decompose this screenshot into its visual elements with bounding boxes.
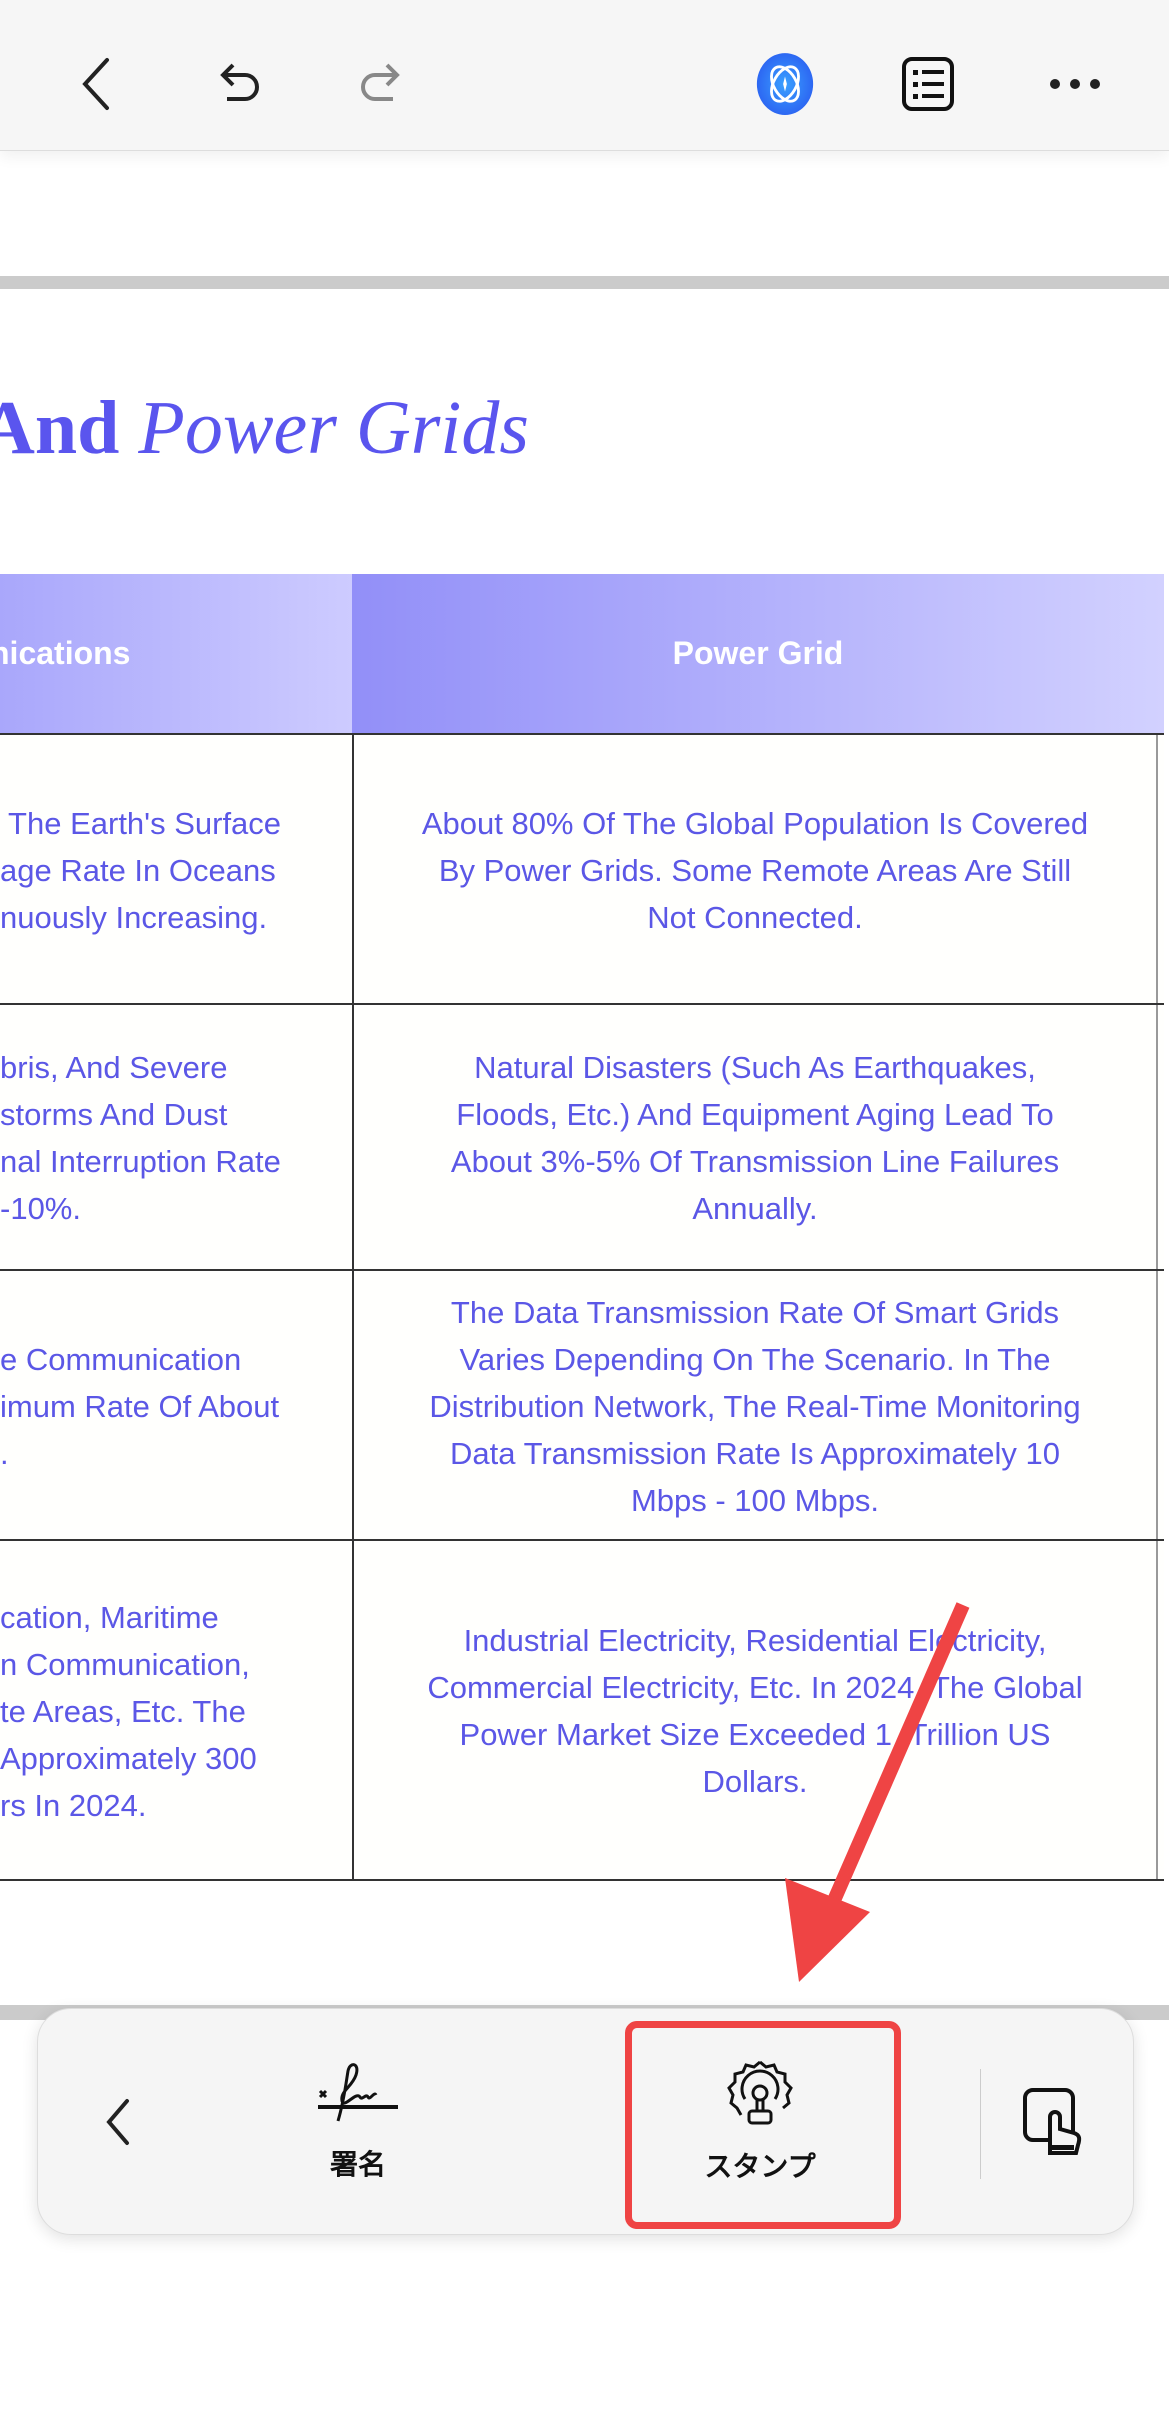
- cell-line: .: [0, 1435, 9, 1471]
- signature-label: 署名: [329, 2148, 386, 2180]
- table-header-communications: nications: [0, 574, 352, 733]
- header-label: Power Grid: [672, 635, 844, 671]
- cell-line: Approximately 300: [0, 1740, 257, 1776]
- stamp-highlight-box: [625, 2021, 901, 2229]
- ai-assistant-button[interactable]: [755, 53, 815, 115]
- redo-icon: [361, 63, 400, 101]
- more-button[interactable]: [1045, 54, 1105, 114]
- select-mode-button[interactable]: [998, 2009, 1108, 2234]
- signature-icon: [318, 2062, 398, 2121]
- cell-line: Industrial Electricity, Residential Elec…: [463, 1623, 1047, 1658]
- cell-line: Mbps - 100 Mbps.: [630, 1482, 880, 1518]
- cell-line: storms And Dust: [0, 1097, 228, 1132]
- tap-select-icon: [1023, 2087, 1082, 2155]
- undo-button[interactable]: [208, 54, 268, 114]
- cell-line: te Areas, Etc. The: [0, 1693, 246, 1729]
- cell-line: About 3%-5% Of Transmission Line Failure…: [450, 1144, 1060, 1179]
- more-icon: [1050, 79, 1100, 89]
- table-cell-left: The Earth's Surface age Rate In Oceans nuo…: [0, 735, 350, 1005]
- title-bold: And: [0, 386, 120, 470]
- stamp-label: スタンプ: [704, 2150, 816, 2182]
- cell-line: age Rate In Oceans: [0, 852, 276, 888]
- cell-line: Commercial Electricity, Etc. In 2024, Th…: [427, 1670, 1083, 1705]
- table-row: bris, And Severe storms And Dust nal Inter…: [0, 1003, 1164, 1271]
- table-cell-left: cation, Maritime n Communication, te Areas…: [0, 1541, 350, 1881]
- title-italic: Power Grids: [138, 386, 529, 470]
- chevron-left-icon: [106, 2098, 129, 2145]
- cell-line: Dollars.: [702, 1764, 808, 1799]
- comparison-table: nications Power Grid The Earth's Surface…: [0, 574, 1164, 1881]
- page-title: And Power Grids: [0, 385, 529, 472]
- cell-line: imum Rate Of About: [0, 1388, 280, 1424]
- cell-line: e Communication: [0, 1341, 242, 1377]
- cell-line: The Earth's Surface: [0, 805, 282, 841]
- table-cell-right: About 80% Of The Global Population Is Co…: [352, 735, 1158, 1005]
- page-separator: [0, 276, 1169, 289]
- collapse-button[interactable]: [78, 2009, 158, 2234]
- cell-line: The Data Transmission Rate Of Smart Grid…: [450, 1294, 1060, 1330]
- signature-button[interactable]: 署名: [278, 2009, 438, 2234]
- cell-line: Not Connected.: [647, 899, 863, 935]
- table-cell-left: bris, And Severe storms And Dust nal Inter…: [0, 1005, 350, 1271]
- back-button[interactable]: [67, 54, 127, 114]
- cell-line: bris, And Severe: [0, 1050, 228, 1085]
- cell-line: nal Interruption Rate: [0, 1144, 281, 1179]
- cell-line: nuously Increasing.: [0, 899, 268, 935]
- cell-line: By Power Grids. Some Remote Areas Are St…: [438, 852, 1072, 888]
- cell-line: Floods, Etc.) And Equipment Aging Lead T…: [456, 1097, 1054, 1132]
- cell-line: Natural Disasters (Such As Earthquakes,: [474, 1050, 1036, 1085]
- outline-list-icon: [902, 57, 954, 111]
- redo-button[interactable]: [352, 54, 412, 114]
- ai-assistant-icon: [756, 53, 814, 115]
- outline-button[interactable]: [898, 54, 958, 114]
- table-cell-right: Industrial Electricity, Residential Elec…: [352, 1541, 1158, 1881]
- table-header-power-grid: Power Grid: [352, 574, 1164, 733]
- cell-line: Distribution Network, The Real-Time Moni…: [429, 1388, 1081, 1424]
- cell-line: Annually.: [692, 1191, 818, 1226]
- cell-line: n Communication,: [0, 1646, 250, 1682]
- stamp-button[interactable]: スタンプ: [626, 2009, 894, 2234]
- back-icon: [82, 58, 109, 110]
- cell-line: Varies Depending On The Scenario. In The: [459, 1341, 1051, 1377]
- cell-line: Power Market Size Exceeded 1 Trillion US: [459, 1717, 1051, 1752]
- header-label: nications: [0, 635, 131, 671]
- cell-line: -10%.: [0, 1191, 81, 1226]
- top-toolbar: [0, 0, 1169, 151]
- table-row: cation, Maritime n Communication, te Areas…: [0, 1539, 1164, 1881]
- table-cell-right: Natural Disasters (Such As Earthquakes, F…: [352, 1005, 1158, 1271]
- toolbar-divider: [980, 2069, 981, 2179]
- stamp-icon: [727, 2060, 793, 2124]
- table-cell-left: e Communication imum Rate Of About.: [0, 1271, 350, 1541]
- cell-line: About 80% Of The Global Population Is Co…: [421, 805, 1089, 841]
- cell-line: Data Transmission Rate Is Approximately …: [450, 1435, 1060, 1471]
- cell-line: rs In 2024.: [0, 1787, 147, 1823]
- undo-icon: [220, 63, 259, 101]
- table-bottom-border: [0, 1879, 1164, 1881]
- table-row: The Earth's Surface age Rate In Oceans nuo…: [0, 733, 1164, 1005]
- table-cell-right: The Data Transmission Rate Of Smart Grid…: [352, 1271, 1158, 1541]
- table-row: e Communication imum Rate Of About. The Da…: [0, 1269, 1164, 1541]
- bottom-toolbar: 署名 スタンプ: [37, 2008, 1134, 2235]
- cell-line: cation, Maritime: [0, 1599, 219, 1635]
